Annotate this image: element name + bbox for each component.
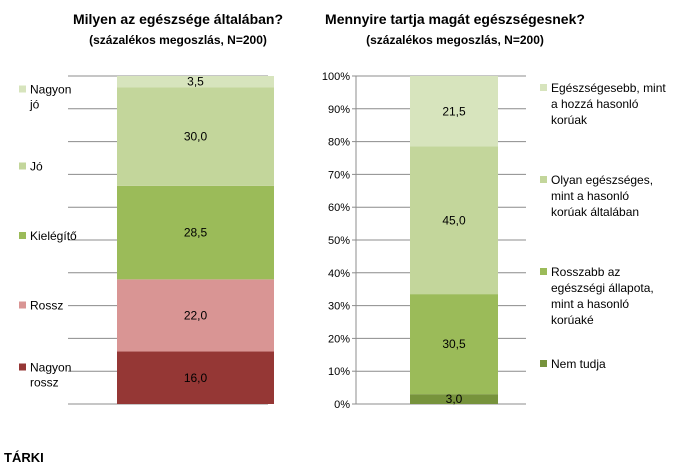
legend-item-rossz: Rossz: [19, 299, 63, 313]
data-label-egeszsegesebb-mint-a-hozza-hasonlo-koruak: 21,5: [442, 104, 466, 118]
y-tick-label: 0%: [334, 399, 350, 411]
chart-health-self-assessment: Mennyire tartja magát egészségesnek? (sz…: [322, 11, 667, 411]
legend-label-line: Jó: [30, 160, 43, 174]
chart1-data-labels: 16,0 22,0 28,5 30,0 3,5: [184, 75, 208, 385]
bar-segment-rossz: [117, 279, 274, 352]
legend-label: Nagyon rossz: [30, 361, 71, 390]
y-tick-label: 30%: [328, 301, 350, 313]
legend-item-rosszabb-az-egeszsegi-allapota-mint-a-hasonlo-koruake: Rosszabb az egészségi állapota, mint a has…: [540, 265, 654, 327]
legend-label-line: korúaké: [551, 313, 594, 327]
legend-label-line: Egészségesebb, mint: [551, 81, 666, 95]
y-tick-label: 50%: [328, 235, 350, 247]
bar-segment-jo: [117, 87, 274, 186]
legend-label: Kielégítő: [30, 229, 77, 243]
bar-segment-kielegito: [117, 185, 274, 280]
chart2-y-axis-ticks: 0% 10% 20% 30% 40% 50% 60% 70% 80% 90% 100%: [322, 71, 356, 411]
legend-label-line: Rosszabb az: [551, 265, 620, 279]
bar-segment-egeszsegesebb-mint-a-hozza-hasonlo-koruak: [410, 76, 498, 147]
legend-swatch: [540, 360, 547, 367]
data-label-rosszabb-az-egeszsegi-allapota-mint-a-hasonlo-koruake: 30,5: [442, 337, 466, 351]
chart2-legend: Egészségesebb, mint a hozzá hasonló korúak…: [540, 81, 666, 371]
legend-swatch: [19, 232, 26, 239]
chart1-subtitle: (százalékos megoszlás, N=200): [89, 33, 267, 47]
legend-swatch: [540, 84, 547, 91]
legend-label-line: egészségi állapota,: [551, 281, 654, 295]
legend-swatch: [19, 363, 26, 371]
legend-label: Rosszabb az egészségi állapota, mint a has…: [551, 265, 654, 327]
chart2-bars: [410, 76, 498, 404]
bar-segment-nem-tudja: [410, 394, 498, 404]
data-label-nagyon-rossz: 16,0: [184, 371, 208, 385]
legend-item-nem-tudja: Nem tudja: [540, 357, 606, 371]
legend-label-line: rossz: [30, 376, 59, 390]
legend-item-nagyon-rossz: Nagyon rossz: [19, 361, 71, 390]
y-tick-label: 70%: [328, 169, 350, 181]
y-tick-label: 100%: [322, 71, 350, 83]
legend-item-jo: Jó: [19, 160, 43, 174]
legend-label-line: Olyan egészséges,: [551, 173, 653, 187]
legend-label-line: Nem tudja: [551, 357, 606, 371]
bar-segment-nagyon-rossz: [117, 351, 274, 404]
chart2-data-labels: 3,0 30,5 45,0 21,5: [442, 104, 466, 406]
legend-swatch: [540, 268, 547, 275]
legend-label: Rossz: [30, 299, 63, 313]
legend-label-line: Nagyon: [30, 361, 71, 375]
bar-segment-rosszabb-az-egeszsegi-allapota-mint-a-hasonlo-koruake: [410, 294, 498, 395]
y-tick-label: 90%: [328, 104, 350, 116]
legend-label-line: jó: [29, 98, 40, 112]
data-label-olyan-egeszseges-mint-a-hasonlo-koruak-altalaban: 45,0: [442, 213, 466, 227]
chart1-bars: [117, 76, 274, 404]
y-tick-label: 20%: [328, 333, 350, 345]
data-label-rossz: 22,0: [184, 308, 208, 322]
legend-swatch: [19, 162, 26, 170]
legend-label-line: mint a hasonló: [551, 189, 629, 203]
legend-label: Nagyon jó: [29, 83, 71, 112]
y-tick-label: 10%: [328, 366, 350, 378]
legend-label-line: korúak: [551, 113, 588, 127]
data-label-nagyon-jo: 3,5: [187, 75, 204, 89]
legend-item-olyan-egeszseges-mint-a-hasonlo-koruak-altalaban: Olyan egészséges, mint a hasonló korúak ál…: [540, 173, 653, 219]
y-tick-label: 60%: [328, 202, 350, 214]
legend-label-line: korúak általában: [551, 205, 639, 219]
legend-label-line: a hozzá hasonló: [551, 97, 639, 111]
legend-label-line: Rossz: [30, 299, 63, 313]
chart-health-general: Milyen az egészsége általában? (százalék…: [19, 11, 283, 405]
chart1-title: Milyen az egészsége általában?: [73, 11, 283, 27]
y-tick-label: 80%: [328, 137, 350, 149]
legend-label-line: mint a hasonló: [551, 297, 629, 311]
legend-swatch: [19, 85, 26, 93]
legend-item-egeszsegesebb-mint-a-hozza-hasonlo-koruak: Egészségesebb, mint a hozzá hasonló korúak: [540, 81, 666, 127]
legend-item-nagyon-jo: Nagyon jó: [19, 83, 71, 112]
footer-source: TÁRKI: [4, 450, 44, 465]
chart2-title: Mennyire tartja magát egészségesnek?: [325, 11, 585, 27]
legend-label-line: Nagyon: [30, 83, 71, 97]
chart2-subtitle: (százalékos megoszlás, N=200): [366, 33, 544, 47]
legend-item-kielegito: Kielégítő: [19, 229, 77, 243]
data-label-jo: 30,0: [184, 130, 208, 144]
legend-label: Nem tudja: [551, 357, 606, 371]
legend-label: Olyan egészséges, mint a hasonló korúak ál…: [551, 173, 653, 219]
data-label-nem-tudja: 3,0: [446, 392, 463, 406]
legend-swatch: [540, 176, 547, 183]
data-label-kielegito: 28,5: [184, 226, 208, 240]
legend-label-line: Kielégítő: [30, 229, 77, 243]
bar-segment-nagyon-jo: [117, 76, 274, 88]
legend-label: Jó: [30, 160, 43, 174]
legend-swatch: [19, 301, 26, 309]
bar-segment-olyan-egeszseges-mint-a-hasonlo-koruak-altalaban: [410, 146, 498, 295]
legend-label: Egészségesebb, mint a hozzá hasonló korúak: [551, 81, 666, 127]
y-tick-label: 40%: [328, 268, 350, 280]
